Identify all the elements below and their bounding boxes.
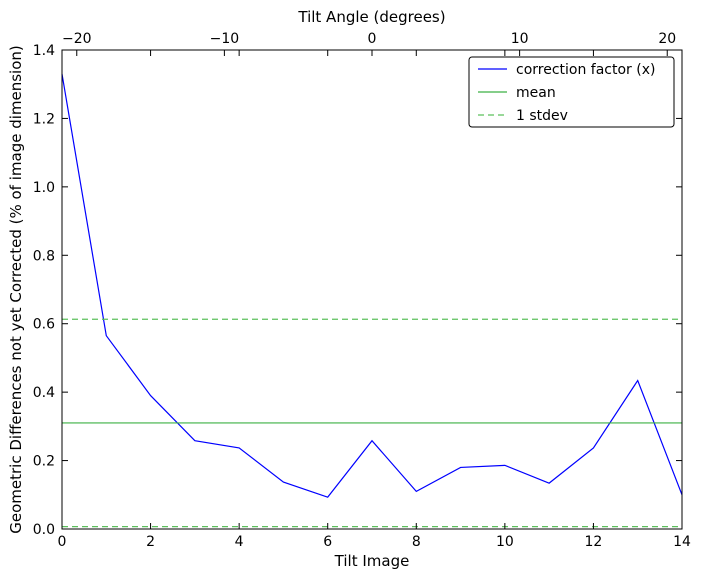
legend-label: 1 stdev: [516, 108, 568, 124]
top-x-tick-label: 10: [511, 31, 529, 47]
x-tick-label: 8: [412, 534, 421, 550]
top-x-tick-label: 0: [368, 31, 377, 47]
y-tick-label: 1.2: [33, 111, 55, 127]
legend-label: correction factor (x): [516, 62, 655, 78]
x-tick-label: 2: [146, 534, 155, 550]
x-tick-label: 6: [323, 534, 332, 550]
y-tick-label: 0.0: [33, 522, 55, 538]
y-tick-label: 1.4: [33, 43, 55, 59]
top-x-tick-label: −20: [62, 31, 92, 47]
legend: correction factor (x) mean 1 stdev: [468, 56, 675, 128]
y-tick-label: 0.2: [33, 454, 55, 470]
series-layer: [61, 73, 683, 528]
series-correction-factor-x: [61, 73, 683, 498]
y-tick-label: 0.6: [33, 317, 55, 333]
y-tick-label: 0.8: [33, 248, 55, 264]
x-axis-label: Tilt Image: [334, 552, 410, 570]
top-x-tick-label: 20: [658, 31, 676, 47]
plot-frame: [61, 49, 683, 530]
y-tick-label: 0.4: [33, 385, 55, 401]
legend-box: [468, 56, 675, 128]
y-axis-label: Geometric Differences not yet Corrected …: [7, 45, 25, 534]
x-tick-label: 0: [58, 534, 67, 550]
top-x-axis-label: Tilt Angle (degrees): [297, 8, 445, 26]
top-x-tick-label: −10: [210, 31, 240, 47]
y-tick-label: 1.0: [33, 180, 55, 196]
x-tick-label: 10: [496, 534, 514, 550]
legend-label: mean: [516, 85, 556, 101]
x-tick-label: 4: [235, 534, 244, 550]
x-tick-label: 12: [585, 534, 603, 550]
x-tick-label: 14: [673, 534, 691, 550]
